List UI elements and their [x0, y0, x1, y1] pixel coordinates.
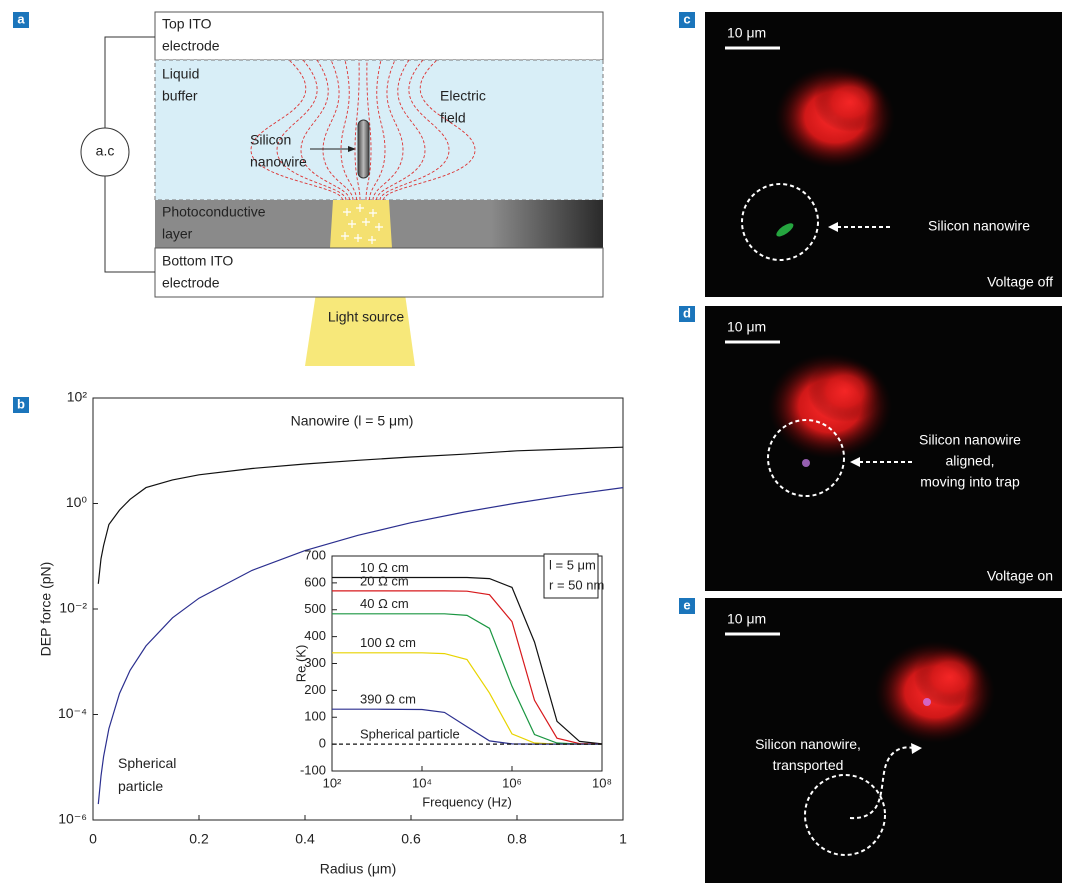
- nanowire-spot: [802, 459, 810, 467]
- y-tick-label: 0: [319, 736, 326, 751]
- series-label: 390 Ω cm: [360, 692, 416, 707]
- caption: Silicon nanowire: [919, 432, 1021, 448]
- x-tick-label: 1: [619, 831, 627, 847]
- x-tick-label: 10⁴: [412, 775, 432, 790]
- label: Electric: [440, 88, 486, 104]
- label: Top ITO: [162, 16, 212, 32]
- label: nanowire: [250, 154, 307, 170]
- scale-label: 10 μm: [727, 25, 766, 41]
- state-label: Voltage on: [987, 568, 1053, 584]
- micrographs: c 10 μm Silicon nanowire Voltage off d 10 μm S…: [679, 11, 1062, 883]
- series-label: 40 Ω cm: [360, 596, 409, 611]
- page: {"figure":{"panel_labels":["a","b","c","…: [0, 0, 1067, 883]
- panel-label: c: [683, 11, 690, 26]
- buffer: [155, 60, 603, 200]
- y-tick-label: 10²: [67, 389, 88, 405]
- label: electrode: [162, 275, 220, 291]
- x-tick-label: 0.2: [189, 831, 209, 847]
- y-axis-label: DEP force (pN): [38, 562, 54, 657]
- series-label: 20 Ω cm: [360, 573, 409, 588]
- x-tick-label: 10²: [323, 775, 342, 790]
- label: Liquid: [162, 66, 199, 82]
- state-label: Voltage off: [987, 274, 1053, 290]
- figure: a a.c Top ITO electrode Liquid buffer Si…: [0, 0, 1067, 883]
- micrograph: [705, 306, 1062, 591]
- label: electrode: [162, 38, 220, 54]
- y-tick-label: 10⁻²: [59, 600, 87, 616]
- label: Bottom ITO: [162, 253, 233, 269]
- panel-label: d: [683, 305, 691, 320]
- x-tick-label: 10⁶: [502, 775, 522, 790]
- annotation: r = 50 nm: [549, 577, 604, 592]
- label: Light source: [328, 309, 404, 325]
- series-label: 100 Ω cm: [360, 635, 416, 650]
- scale-label: 10 μm: [727, 319, 766, 335]
- panel-label: e: [683, 597, 690, 612]
- label: buffer: [162, 88, 198, 104]
- y-tick-label: 200: [304, 682, 326, 697]
- x-tick-label: 0.8: [507, 831, 527, 847]
- cell: [808, 360, 882, 422]
- y-tick-label: 400: [304, 628, 326, 643]
- nanowire-spot: [923, 698, 931, 706]
- y-axis-label: Re (K): [293, 645, 308, 683]
- y-tick-label: 500: [304, 601, 326, 616]
- scale-label: 10 μm: [727, 611, 766, 627]
- x-tick-label: 0.6: [401, 831, 421, 847]
- label: field: [440, 110, 466, 126]
- panel-label: a: [17, 11, 25, 26]
- y-tick-label: 700: [304, 547, 326, 562]
- x-tick-label: 0.4: [295, 831, 315, 847]
- x-tick-label: 10⁸: [592, 775, 612, 790]
- y-tick-label: 100: [304, 709, 326, 724]
- label: layer: [162, 226, 193, 242]
- label: Silicon: [250, 132, 291, 148]
- y-tick-label: 10⁰: [66, 494, 88, 510]
- cell: [914, 647, 986, 707]
- micrograph: [705, 12, 1062, 297]
- series-label: Spherical particle: [118, 752, 198, 798]
- caption: Silicon nanowire,: [755, 736, 861, 752]
- y-tick-label: 600: [304, 574, 326, 589]
- annotation: l = 5 μm: [549, 557, 596, 572]
- x-axis-label: Frequency (Hz): [422, 794, 512, 809]
- top-electrode: [155, 12, 603, 60]
- x-axis-label: Radius (μm): [320, 861, 397, 877]
- nanowire: [358, 120, 369, 178]
- series-label: Nanowire (l = 5 μm): [291, 413, 414, 429]
- caption: Silicon nanowire: [928, 218, 1030, 234]
- label: Photoconductive: [162, 204, 266, 220]
- caption: transported: [773, 757, 844, 773]
- illuminated-spot: [330, 200, 392, 248]
- x-tick-label: 0: [89, 831, 97, 847]
- y-tick-label: 10⁻⁶: [58, 811, 87, 827]
- caption: aligned,: [945, 453, 994, 469]
- panel-label: b: [17, 396, 25, 411]
- ac-label: a.c: [96, 143, 115, 159]
- y-tick-label: 10⁻⁴: [58, 705, 87, 721]
- caption: moving into trap: [920, 474, 1020, 490]
- series-label: Spherical particle: [360, 727, 460, 742]
- cell: [814, 72, 886, 132]
